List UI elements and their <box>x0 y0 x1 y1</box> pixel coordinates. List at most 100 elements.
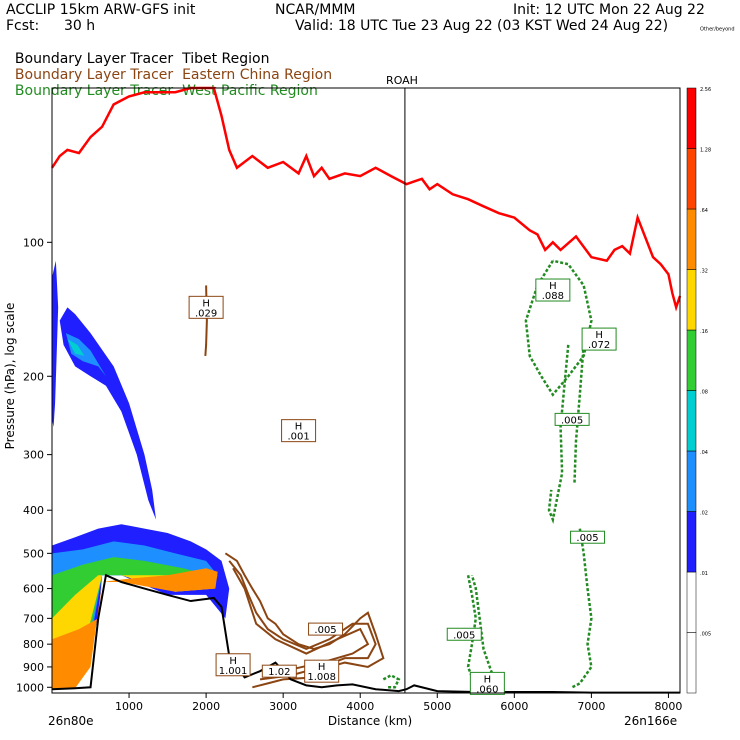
brown-contour-1 <box>228 560 377 681</box>
legend-prefix: Boundary Layer Tracer <box>14 83 174 99</box>
valid-time: Valid: 18 UTC Tue 23 Aug 22 (03 KST Wed … <box>295 18 669 34</box>
colorbar-segment <box>686 450 697 512</box>
green-label-3-text: .005 <box>576 533 598 544</box>
brown-label-5-text: .005 <box>314 625 336 636</box>
tracer-shade-7 <box>65 333 106 377</box>
colorbar-segment <box>686 329 697 391</box>
legend-eastern-china: Boundary Layer Tracer Eastern China Regi… <box>6 51 332 83</box>
green-contour-4 <box>571 528 593 689</box>
brown-label-1-text: .001 <box>287 432 309 443</box>
brown-label-1-box <box>281 419 317 443</box>
colorbar-label: .32 <box>700 269 708 275</box>
green-label-5-box <box>469 671 505 695</box>
colorbar-segment <box>686 269 697 331</box>
colorbar-segment <box>686 390 697 452</box>
brown-label-2-text: 1.001 <box>219 666 248 677</box>
x-tick-label: 2000 <box>192 700 220 713</box>
brown-label-0-box <box>188 295 224 319</box>
green-label-1-box <box>581 327 617 351</box>
green-label-2-text: .005 <box>561 415 583 426</box>
green-label-0-text: .088 <box>542 291 564 302</box>
legend-prefix: Boundary Layer Tracer <box>14 51 174 67</box>
legend-region: West Pacific Region <box>182 83 318 99</box>
x-start-label: 26n80e <box>48 714 94 728</box>
green-label-4-text: .005 <box>453 630 475 641</box>
brown-label-0-text: H <box>202 298 210 309</box>
green-label-0-text: H <box>549 281 557 292</box>
x-axis-title: Distance (km) <box>328 714 412 728</box>
tracer-shade-4 <box>52 568 218 690</box>
y-tick-label: 100 <box>23 236 44 249</box>
y-tick-label: 400 <box>23 504 44 517</box>
x-tick-label: 3000 <box>269 700 297 713</box>
y-tick-label: 200 <box>23 370 44 383</box>
x-tick-label: 6000 <box>500 700 528 713</box>
green-contour-0 <box>524 259 593 397</box>
brown-label-0-text: .029 <box>195 308 217 319</box>
legend-region: Eastern China Region <box>182 67 333 83</box>
y-tick-label: 300 <box>23 449 44 462</box>
x-tick-label: 8000 <box>654 700 682 713</box>
marker-label: ROAH <box>386 74 418 87</box>
colorbar-label: .02 <box>700 511 708 517</box>
legend-west-pacific: Boundary Layer Tracer West Pacific Regio… <box>6 67 318 99</box>
brown-label-4-text: 1.008 <box>307 672 336 683</box>
brown-contour-2 <box>232 567 370 673</box>
tracer-shade-8 <box>67 339 85 356</box>
y-tick-label: 700 <box>23 612 44 625</box>
green-label-5-text: H <box>484 674 492 685</box>
plot-frame <box>51 87 681 694</box>
colorbar-label: 2.56 <box>700 87 711 93</box>
green-label-5-text: .060 <box>476 684 498 695</box>
brown-label-3-box <box>261 664 297 678</box>
green-label-2-box <box>554 412 590 426</box>
x-tick-label: 1000 <box>115 700 143 713</box>
colorbar-label: .01 <box>700 571 708 577</box>
tracer-shade-5 <box>52 260 59 427</box>
center-label: NCAR/MMM <box>275 2 356 18</box>
x-tick-label: 5000 <box>423 700 451 713</box>
green-contour-1 <box>547 344 570 524</box>
green-label-4-box <box>446 627 482 641</box>
brown-label-2-box <box>215 653 251 677</box>
green-label-0-box <box>535 278 571 302</box>
colorbar-label: .005 <box>700 632 711 638</box>
tracer-shade-3 <box>52 575 214 688</box>
colorbar-segment <box>686 511 697 573</box>
fcst-label: Fcst: <box>6 18 40 34</box>
colorbar-segment <box>686 87 697 149</box>
brown-label-2-text: H <box>229 656 237 667</box>
surface-line <box>51 573 680 694</box>
colorbar-label: .08 <box>700 390 708 396</box>
init-time: Init: 12 UTC Mon 22 Aug 22 <box>513 2 705 18</box>
fcst-value: 30 h <box>64 18 96 34</box>
y-tick-label: 900 <box>23 661 44 674</box>
tropopause-line <box>50 86 682 312</box>
colorbar-label: 1.28 <box>700 148 711 154</box>
brown-label-5-box <box>308 622 344 636</box>
brown-label-4-box <box>304 659 340 683</box>
legend-tibet: Boundary Layer Tracer Tibet Region <box>6 35 270 67</box>
axes: 1000 2000 3000 4000 5000 6000 7000 8000 100 200 30… <box>16 236 682 713</box>
x-end-label: 26n166e <box>624 714 677 728</box>
x-tick-label: 7000 <box>577 700 605 713</box>
colorbar-segment <box>686 148 697 210</box>
model-title: ACCLIP 15km ARW-GFS init <box>6 2 196 18</box>
brown-label-4-text: H <box>318 662 326 673</box>
colorbar-label: Other/beyond <box>700 27 735 33</box>
x-tick-label: 4000 <box>346 700 374 713</box>
colorbar-segment <box>686 571 697 633</box>
y-tick-label: 600 <box>23 583 44 596</box>
green-label-3-box <box>570 530 606 544</box>
green-label-1-text: H <box>595 330 603 341</box>
brown-label-3-text: 1.02 <box>268 667 290 678</box>
legend-region: Tibet Region <box>182 51 270 67</box>
green-label-1-text: .072 <box>588 340 610 351</box>
colorbar-label: .04 <box>700 450 708 456</box>
colorbar-label: .16 <box>700 329 708 335</box>
green-contour-5 <box>382 673 401 689</box>
y-axis-title: Pressure (hPa), log scale <box>3 303 17 450</box>
y-tick-label: 500 <box>23 547 44 560</box>
